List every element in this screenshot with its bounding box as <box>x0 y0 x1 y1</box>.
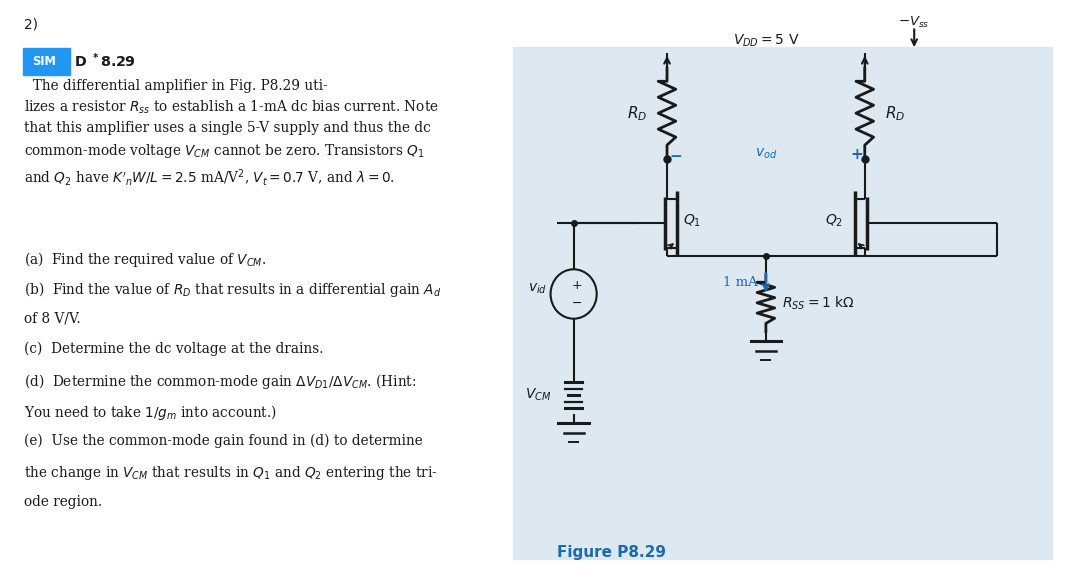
Text: $V_{DD} = 5\ \mathrm{V}$: $V_{DD} = 5\ \mathrm{V}$ <box>733 32 800 49</box>
Text: of 8 V/V.: of 8 V/V. <box>24 311 81 325</box>
Text: (d)  Determine the common-mode gain $\Delta V_{D1}/\Delta V_{CM}$. (Hint:: (d) Determine the common-mode gain $\Del… <box>24 372 416 391</box>
Text: $R_D$: $R_D$ <box>885 104 905 122</box>
FancyBboxPatch shape <box>23 48 70 75</box>
Text: The differential amplifier in Fig. P8.29 uti-: The differential amplifier in Fig. P8.29… <box>24 79 328 93</box>
Text: $v_{od}$: $v_{od}$ <box>754 147 777 161</box>
Text: SIM: SIM <box>32 55 56 68</box>
Text: the change in $V_{CM}$ that results in $Q_1$ and $Q_2$ entering the tri-: the change in $V_{CM}$ that results in $… <box>24 464 437 482</box>
Text: $\mathbf{-}$: $\mathbf{-}$ <box>669 146 682 162</box>
Text: $-V_{ss}$: $-V_{ss}$ <box>899 15 930 30</box>
Text: lizes a resistor $R_{ss}$ to establish a 1-mA dc bias current. Note
that this am: lizes a resistor $R_{ss}$ to establish a… <box>24 98 438 188</box>
Text: (a)  Find the required value of $V_{CM}$.: (a) Find the required value of $V_{CM}$. <box>24 250 267 269</box>
Text: (b)  Find the value of $R_D$ that results in a differential gain $A_d$: (b) Find the value of $R_D$ that results… <box>24 280 441 299</box>
Text: $+$: $+$ <box>571 279 582 292</box>
Text: 2): 2) <box>24 18 38 32</box>
Text: You need to take $1/g_m$ into account.): You need to take $1/g_m$ into account.) <box>24 403 276 422</box>
Text: 1 mA: 1 mA <box>723 276 757 289</box>
Text: (e)  Use the common-mode gain found in (d) to determine: (e) Use the common-mode gain found in (d… <box>24 433 423 447</box>
Text: $R_D$: $R_D$ <box>627 104 647 122</box>
Text: $-$: $-$ <box>571 296 582 309</box>
Text: $V_{CM}$: $V_{CM}$ <box>524 387 551 403</box>
FancyBboxPatch shape <box>514 47 1052 559</box>
Text: $Q_1$: $Q_1$ <box>683 212 701 229</box>
Text: D $\mathbf{^*8.29}$: D $\mathbf{^*8.29}$ <box>73 52 135 71</box>
Text: $R_{SS} = 1\ \mathrm{k}\Omega$: $R_{SS} = 1\ \mathrm{k}\Omega$ <box>782 294 856 312</box>
Text: $v_{id}$: $v_{id}$ <box>529 282 547 296</box>
Text: Figure P8.29: Figure P8.29 <box>557 545 666 560</box>
Text: $Q_2$: $Q_2$ <box>824 212 843 229</box>
Text: $\mathbf{+}$: $\mathbf{+}$ <box>850 146 863 162</box>
Text: (c)  Determine the dc voltage at the drains.: (c) Determine the dc voltage at the drai… <box>24 342 324 356</box>
Text: ode region.: ode region. <box>24 495 101 509</box>
